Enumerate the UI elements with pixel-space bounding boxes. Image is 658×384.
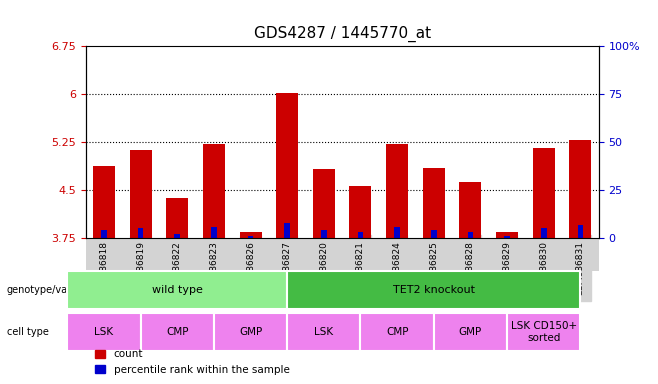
Bar [240,232,261,238]
Legend: count, percentile rank within the sample: count, percentile rank within the sample [91,345,293,379]
Bar [569,140,592,238]
Bar [505,236,510,238]
Bar [386,144,408,238]
Bar [276,93,298,238]
Bar [130,151,151,238]
Text: LSK: LSK [315,327,334,337]
Bar [496,232,518,238]
Text: wild type: wild type [152,285,203,295]
Title: GDS4287 / 1445770_at: GDS4287 / 1445770_at [253,26,431,42]
Text: GMP: GMP [239,327,262,337]
Bar [394,227,400,238]
Bar [541,228,547,238]
Bar [358,232,363,238]
Text: cell type: cell type [7,327,49,337]
Bar [174,234,180,238]
Bar [431,230,436,238]
Bar [248,236,253,238]
Bar [166,198,188,238]
Bar [321,230,326,238]
Text: LSK: LSK [94,327,113,337]
Bar [203,144,225,238]
Bar [313,169,335,238]
Bar [138,228,143,238]
Bar [423,168,445,238]
Bar [93,166,115,238]
Bar [533,148,555,238]
Text: LSK CD150+
sorted: LSK CD150+ sorted [511,321,577,343]
Text: CMP: CMP [386,327,409,337]
Bar [284,223,290,238]
Text: TET2 knockout: TET2 knockout [393,285,475,295]
Bar [468,232,473,238]
Text: GMP: GMP [459,327,482,337]
Bar [349,185,372,238]
Text: CMP: CMP [166,327,188,337]
Text: genotype/variation: genotype/variation [7,285,99,295]
Bar [101,230,107,238]
Bar [578,225,583,238]
Bar [459,182,482,238]
Bar [211,227,216,238]
